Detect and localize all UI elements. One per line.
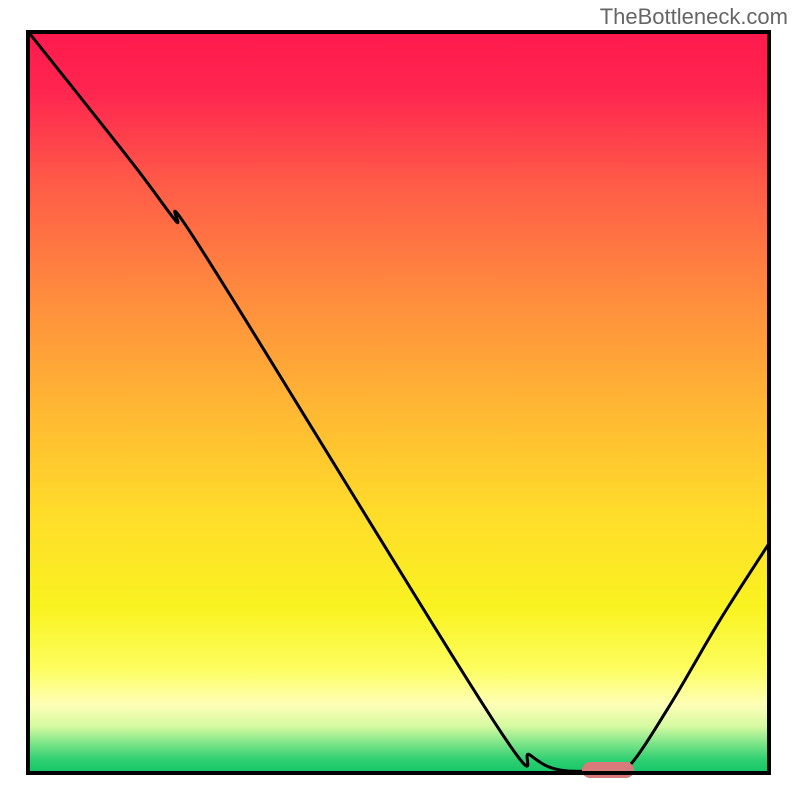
optimal-marker	[582, 762, 634, 778]
bottleneck-curve	[0, 0, 800, 800]
watermark-text: TheBottleneck.com	[600, 4, 788, 30]
chart-container: TheBottleneck.com	[0, 0, 800, 800]
